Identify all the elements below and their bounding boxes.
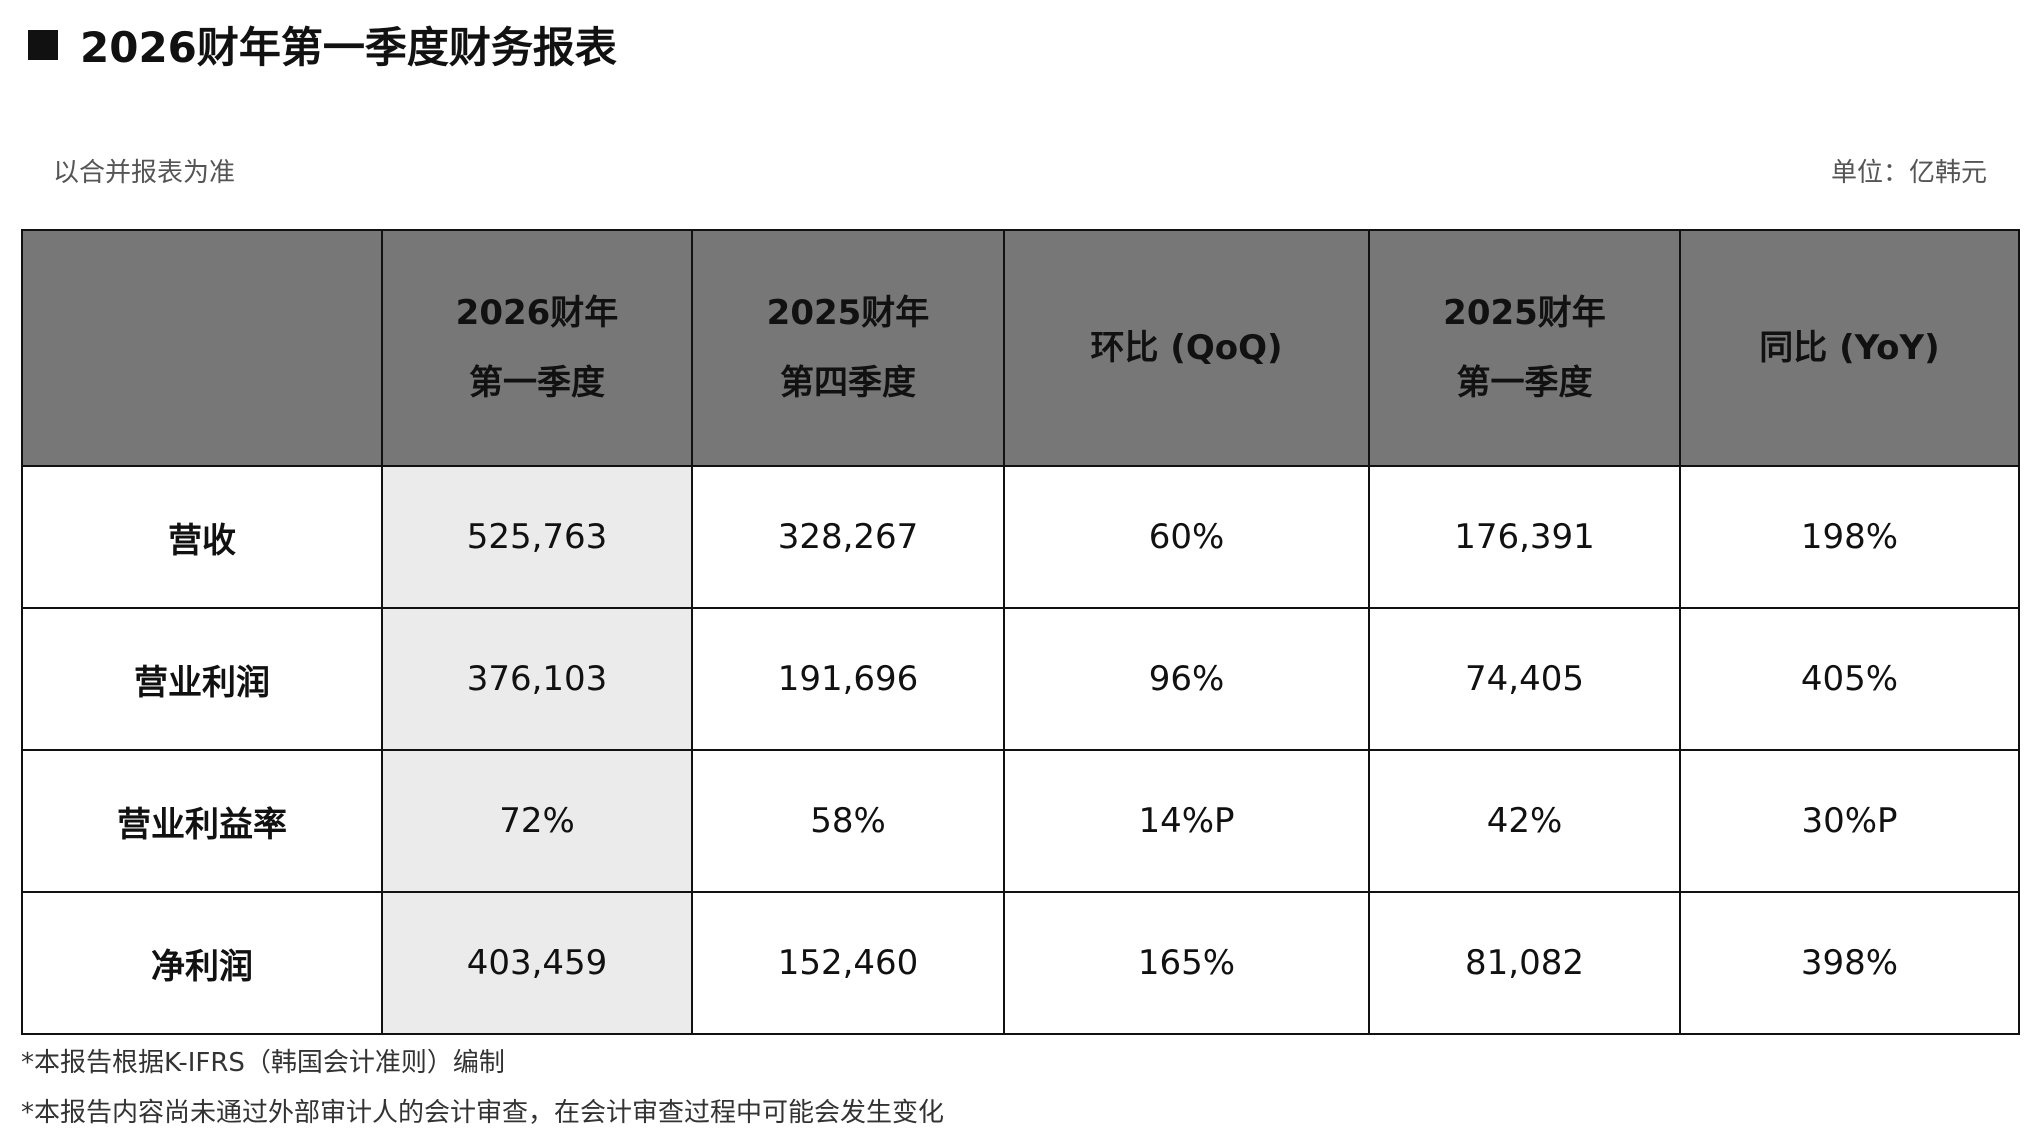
column-header: 2025财年 第四季度 <box>691 229 1005 467</box>
column-header: 2026财年 第一季度 <box>381 229 693 467</box>
table-row: 营业利润 376,103 191,696 96% 74,405 405% <box>21 607 2020 751</box>
cell: 72% <box>381 749 693 893</box>
header-line: 2025财年 <box>1443 293 1606 333</box>
footnote: *本报告根据K-IFRS（韩国会计准则）编制 <box>21 1048 505 1078</box>
row-label: 营业利益率 <box>21 749 383 893</box>
header-line: 第一季度 <box>469 363 605 403</box>
header-line: 同比 (YoY) <box>1759 328 1940 368</box>
cell: 14%P <box>1003 749 1370 893</box>
header-line: 环比 (QoQ) <box>1090 328 1283 368</box>
header-line: 2026财年 <box>455 293 619 333</box>
cell: 198% <box>1679 465 2020 609</box>
cell: 376,103 <box>381 607 693 751</box>
cell: 403,459 <box>381 891 693 1035</box>
report-table: 2026财年 第一季度 2025财年 第四季度 环比 (QoQ) 2025财年 第一季度 同比… <box>21 229 2020 1035</box>
header-row: 2026财年 第一季度 2025财年 第四季度 环比 (QoQ) 2025财年 第一季度 同比… <box>21 229 2020 467</box>
title-icon <box>28 29 58 60</box>
cell: 176,391 <box>1368 465 1681 609</box>
header-line: 第一季度 <box>1456 363 1593 403</box>
column-header: 同比 (YoY) <box>1679 229 2020 467</box>
subtitle: 以合并报表为准 <box>53 158 236 188</box>
table-row: 营收 525,763 328,267 60% 176,391 198% <box>21 465 2020 609</box>
cell: 152,460 <box>691 891 1005 1035</box>
column-header: 环比 (QoQ) <box>1003 229 1370 467</box>
header-line: 2025财年 <box>766 293 930 333</box>
cell: 42% <box>1368 749 1681 893</box>
table-row: 营业利益率 72% 58% 14%P 42% 30%P <box>21 749 2020 893</box>
cell: 58% <box>691 749 1005 893</box>
header-line: 第四季度 <box>780 363 916 403</box>
cell: 30%P <box>1679 749 2020 893</box>
row-label: 营业利润 <box>21 607 383 751</box>
cell: 328,267 <box>691 465 1005 609</box>
cell: 60% <box>1003 465 1370 609</box>
cell: 74,405 <box>1368 607 1681 751</box>
row-label: 营收 <box>21 465 383 609</box>
cell: 191,696 <box>691 607 1005 751</box>
title-row: 2026财年第一季度财务报表 <box>28 14 617 75</box>
cell: 96% <box>1003 607 1370 751</box>
title: 2026财年第一季度财务报表 <box>80 23 617 72</box>
unit: 单位：亿韩元 <box>1830 158 1987 188</box>
table-body: 营收 525,763 328,267 60% 176,391 198% 营业利润 376,10… <box>21 465 2020 1035</box>
cell: 405% <box>1679 607 2020 751</box>
table-row: 净利润 403,459 152,460 165% 81,082 398% <box>21 891 2020 1035</box>
cell: 81,082 <box>1368 891 1681 1035</box>
cell: 398% <box>1679 891 2020 1035</box>
column-header <box>21 229 383 467</box>
cell: 525,763 <box>381 465 693 609</box>
row-label: 净利润 <box>21 891 383 1035</box>
column-header: 2025财年 第一季度 <box>1368 229 1681 467</box>
cell: 165% <box>1003 891 1370 1035</box>
footnote: *本报告内容尚未通过外部审计人的会计审查，在会计审查过程中可能会发生变化 <box>21 1098 945 1128</box>
